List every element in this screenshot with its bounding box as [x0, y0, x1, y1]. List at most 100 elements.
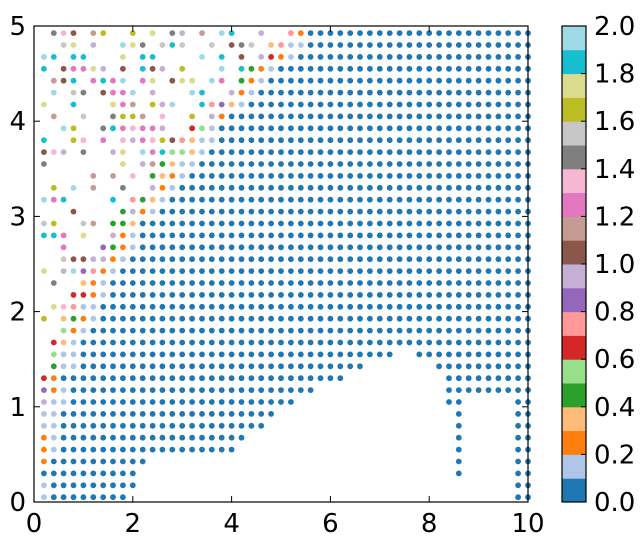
data-point — [426, 327, 433, 334]
data-point — [505, 375, 512, 382]
data-point — [199, 399, 205, 405]
data-point — [505, 244, 512, 251]
data-point — [446, 339, 452, 346]
data-point — [475, 244, 482, 251]
colorbar-tick-label: 1.0 — [594, 250, 635, 280]
data-point — [199, 422, 205, 429]
data-point — [238, 161, 245, 167]
data-point — [149, 363, 156, 370]
data-point — [258, 89, 265, 96]
data-point — [208, 446, 215, 453]
data-point — [258, 375, 265, 382]
data-point — [50, 458, 57, 465]
data-point — [90, 256, 97, 263]
data-point — [515, 149, 521, 156]
data-point — [179, 256, 186, 263]
data-point — [327, 125, 334, 132]
data-point — [238, 303, 245, 310]
data-point — [347, 89, 354, 96]
data-point — [70, 482, 77, 489]
data-point — [199, 125, 205, 132]
data-point — [446, 363, 452, 370]
data-point — [347, 196, 354, 203]
data-point — [436, 303, 442, 310]
data-point — [139, 375, 146, 382]
data-point — [475, 149, 482, 156]
data-point — [446, 399, 452, 405]
data-point — [41, 494, 47, 501]
data-point — [60, 30, 67, 36]
data-point — [485, 65, 492, 72]
data-point — [238, 89, 245, 96]
data-point — [110, 399, 116, 405]
data-point — [110, 220, 116, 227]
data-point — [159, 446, 166, 453]
data-point — [465, 280, 472, 286]
data-point — [347, 303, 354, 310]
data-point — [189, 184, 196, 191]
data-point — [436, 125, 442, 132]
data-point — [396, 30, 403, 36]
data-point — [139, 196, 146, 203]
colorbar-tick-label: 1.2 — [594, 202, 635, 232]
data-point — [110, 196, 116, 203]
data-point — [505, 303, 512, 310]
data-point — [406, 315, 413, 322]
data-point — [515, 220, 521, 227]
data-point — [129, 411, 136, 417]
data-point — [406, 101, 413, 108]
data-point — [515, 77, 521, 84]
data-point — [169, 196, 176, 203]
data-point — [70, 434, 77, 441]
data-point — [347, 339, 354, 346]
data-point — [129, 446, 136, 453]
data-point — [179, 434, 186, 441]
data-point — [446, 54, 452, 60]
data-point — [248, 184, 255, 191]
data-point — [70, 422, 77, 429]
data-point — [208, 256, 215, 263]
data-point — [376, 280, 383, 286]
data-point — [317, 30, 324, 36]
data-point — [465, 65, 472, 72]
data-point — [248, 220, 255, 227]
data-point — [515, 89, 521, 96]
data-point — [258, 54, 265, 60]
data-point — [268, 149, 274, 156]
data-point — [347, 292, 354, 298]
data-point — [248, 387, 255, 393]
data-point — [475, 196, 482, 203]
data-point — [189, 351, 196, 358]
data-point — [436, 173, 442, 179]
data-point — [455, 137, 462, 144]
data-point — [376, 113, 383, 120]
colorbar-tick-label: 0.6 — [594, 345, 635, 375]
data-point — [485, 327, 492, 334]
data-point — [278, 113, 284, 120]
data-point — [110, 494, 116, 501]
data-point — [268, 327, 274, 334]
data-point — [110, 363, 116, 370]
data-point — [199, 184, 205, 191]
data-point — [248, 161, 255, 167]
data-point — [455, 387, 462, 393]
data-point — [278, 42, 284, 48]
data-point — [347, 232, 354, 239]
data-point — [179, 244, 186, 251]
data-point — [208, 101, 215, 108]
data-point — [396, 125, 403, 132]
data-point — [495, 315, 502, 322]
data-point — [179, 315, 186, 322]
data-point — [100, 89, 107, 96]
data-point — [258, 125, 265, 132]
data-point — [455, 327, 462, 334]
data-point — [60, 77, 67, 84]
data-point — [60, 196, 67, 203]
data-point — [465, 89, 472, 96]
data-point — [426, 208, 433, 215]
data-point — [110, 327, 116, 334]
data-point — [465, 208, 472, 215]
data-point — [426, 161, 433, 167]
colorbar-segment — [562, 264, 586, 289]
data-point — [60, 232, 67, 239]
